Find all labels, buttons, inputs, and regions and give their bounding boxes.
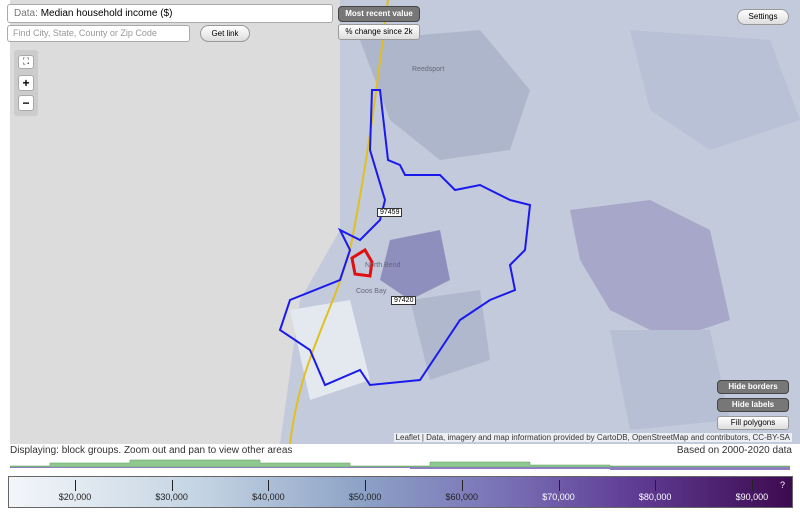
legend-tick-label: $50,000 (348, 492, 382, 502)
legend-tick-label: $80,000 (638, 492, 672, 502)
data-prefix: Data: (14, 8, 38, 19)
histogram (10, 459, 790, 470)
legend-tick (75, 480, 76, 491)
legend-tick-label: $70,000 (542, 492, 575, 502)
map-button[interactable]: Fill polygons (717, 416, 789, 430)
legend-help[interactable]: ? (780, 480, 786, 490)
legend-tick (461, 480, 463, 491)
legend-tick-label: $90,000 (735, 492, 769, 502)
legend-tick-label: $30,000 (155, 492, 188, 502)
attribution: Leaflet | Data, imagery and map informat… (393, 433, 792, 442)
zip-label: 97420 (391, 296, 417, 305)
zip-label: 97459 (377, 208, 403, 217)
based-on-text: Based on 2000-2020 data (676, 445, 792, 456)
place-label: Coos Bay (356, 288, 387, 295)
place-label: North Bend (365, 262, 401, 269)
legend-tick-label: $60,000 (445, 492, 479, 502)
legend-tick (365, 480, 367, 491)
place-label: Reedsport (412, 66, 445, 73)
data-select[interactable]: Data: Median household income ($) (7, 4, 333, 23)
data-value: Median household income ($) (40, 8, 173, 19)
legend-bar (8, 476, 793, 508)
displaying-text: Displaying: block groups. Zoom out and p… (10, 445, 293, 456)
settings-button[interactable]: Settings (737, 9, 789, 25)
legend-tick-label: $40,000 (252, 492, 285, 502)
legend-tick-label: $20,000 (58, 492, 92, 502)
map (10, 0, 800, 444)
legend-tick (655, 480, 657, 491)
fit-button[interactable]: ⛶ (18, 55, 34, 69)
map-button[interactable]: Hide borders (717, 380, 789, 394)
legend-tick (751, 480, 753, 491)
legend-tick (171, 480, 173, 491)
map-button[interactable]: Hide labels (717, 398, 789, 412)
most-recent-button[interactable]: Most recent value (338, 6, 420, 22)
legend-tick (558, 480, 560, 491)
get-link-button[interactable]: Get link (200, 25, 250, 42)
search-input[interactable]: Find City, State, County or Zip Code (7, 25, 190, 42)
legend-tick (268, 480, 270, 491)
zoom-in[interactable]: + (18, 75, 34, 91)
change-button[interactable]: % change since 2k (338, 24, 420, 40)
zoom-out[interactable]: − (18, 95, 34, 111)
